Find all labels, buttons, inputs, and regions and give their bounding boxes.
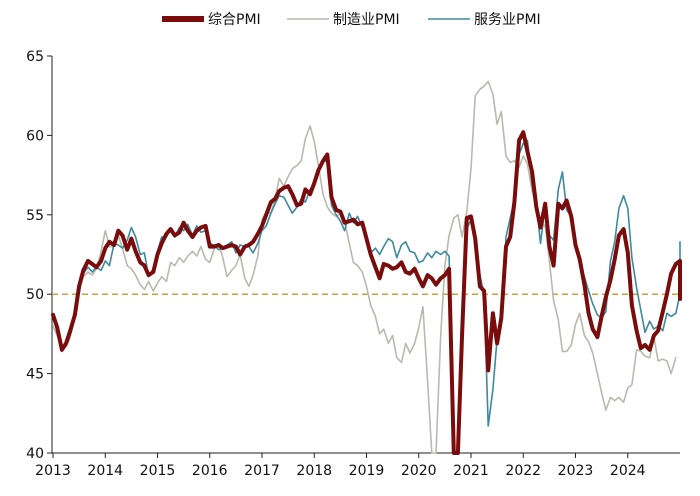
x-tick-label: 2022 <box>505 463 541 479</box>
y-tick-label: 55 <box>26 208 44 224</box>
x-tick-label: 2018 <box>296 463 332 479</box>
y-axis: 40 45 50 55 60 65 <box>26 49 53 462</box>
y-tick-label: 60 <box>26 128 44 144</box>
legend-label-manufacturing-pmi: 制造业PMI <box>333 12 400 28</box>
legend-label-services-pmi: 服务业PMI <box>474 12 541 28</box>
x-tick-label: 2014 <box>87 463 123 479</box>
legend-label-composite-pmi: 综合PMI <box>208 12 261 28</box>
x-axis: 2013 2014 2015 2016 2017 2018 2019 2020 2021 2022… <box>35 452 680 479</box>
x-tick-label: 2019 <box>349 463 385 479</box>
x-tick-label: 2020 <box>401 463 437 479</box>
x-tick-label: 2021 <box>453 463 489 479</box>
x-tick-label: 2016 <box>192 463 228 479</box>
y-tick-label: 50 <box>26 287 44 303</box>
x-tick-label: 2023 <box>558 463 594 479</box>
x-tick-label: 2024 <box>610 463 646 479</box>
series-line-composite-pmi <box>51 130 682 455</box>
legend: 综合PMI 制造业PMI 服务业PMI <box>162 12 541 28</box>
x-tick-label: 2013 <box>35 463 71 479</box>
y-tick-label: 65 <box>26 49 44 65</box>
y-tick-label: 45 <box>26 367 44 383</box>
series-line-manufacturing-pmi <box>52 80 677 454</box>
y-tick-label: 40 <box>26 446 44 462</box>
series-layer <box>51 80 682 455</box>
x-tick-label: 2015 <box>140 463 176 479</box>
x-tick-label: 2017 <box>244 463 280 479</box>
